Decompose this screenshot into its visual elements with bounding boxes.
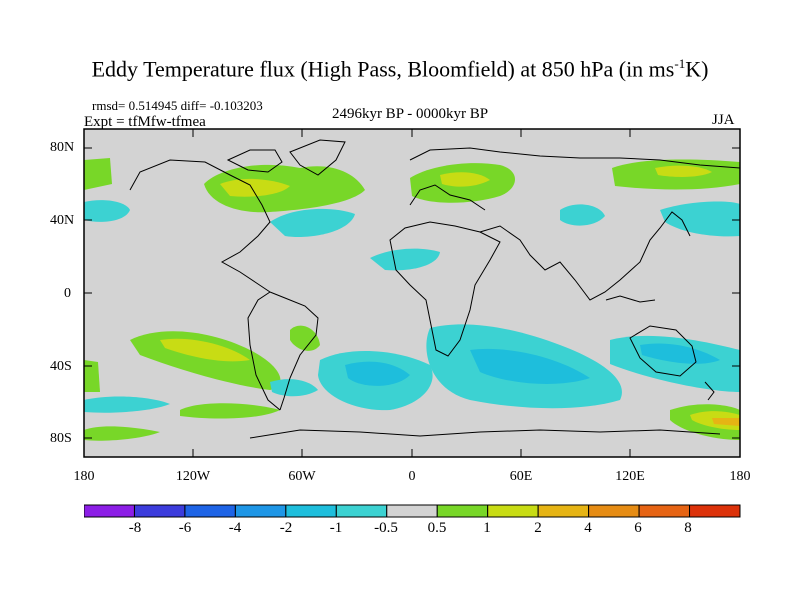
positive-field [220, 178, 290, 197]
negative-field [270, 208, 355, 238]
lat-label-40n: 40N [50, 213, 75, 228]
negative-field [84, 200, 130, 222]
colorbar-label: -4 [228, 520, 242, 536]
positive-field [160, 338, 250, 362]
colorbar-box [285, 504, 337, 518]
axis-ticks [84, 129, 740, 457]
colorbar-label: -2 [279, 520, 293, 536]
positive-field [84, 360, 100, 392]
lon-label-120e: 120E [615, 469, 645, 484]
rmsd-diff-text: rmsd= 0.514945 diff= -0.103203 [92, 98, 263, 113]
colorbar-label: -0.5 [374, 520, 398, 536]
colorbar-box [689, 504, 741, 518]
lon-label-60e: 60E [509, 469, 533, 484]
colorbar-label: 6 [634, 520, 642, 536]
colorbar-label: -6 [178, 520, 192, 536]
positive-field [84, 426, 160, 441]
colorbar-box [638, 504, 691, 518]
season-label: JJA [712, 112, 735, 128]
colorbar-label: 4 [584, 520, 592, 536]
lat-label-0: 0 [64, 286, 71, 301]
negative-field [370, 248, 440, 271]
colorbar-label: -1 [329, 520, 343, 536]
colorbar-box [335, 504, 388, 518]
positive-field [655, 165, 712, 177]
colorbar-label: 0.5 [427, 520, 447, 536]
colorbar-box [386, 504, 438, 518]
negative-field [470, 348, 590, 384]
positive-field [180, 403, 280, 419]
lon-label-0: 0 [408, 469, 416, 484]
colorbar-box [588, 504, 640, 518]
lon-label-180e: 180 [729, 469, 751, 484]
colorbar-box [234, 504, 287, 518]
colorbar-box [487, 504, 539, 518]
period-label: 2496kyr BP - 0000kyr BP [331, 106, 489, 122]
colorbar [84, 504, 741, 518]
lon-label-60w: 60W [288, 469, 316, 484]
negative-field [84, 396, 170, 413]
colorbar-box [537, 504, 590, 518]
plot-title: Eddy Temperature flux (High Pass, Bloomf… [91, 56, 709, 82]
colorbar-label: -8 [128, 520, 142, 536]
negative-field [660, 201, 740, 237]
colorbar-label: 8 [684, 520, 692, 536]
colorbar-box [436, 504, 489, 518]
colorbar-box [84, 504, 135, 518]
negative-field [345, 361, 410, 386]
positive-field [712, 418, 740, 426]
colorbar-label: 1 [483, 520, 491, 536]
coastlines [129, 139, 740, 439]
colorbar-box [184, 504, 236, 518]
negative-field [560, 204, 605, 226]
colorbar-box [133, 504, 186, 518]
lat-label-80n: 80N [50, 140, 75, 155]
positive-field [440, 172, 490, 187]
lon-label-120w: 120W [175, 469, 211, 484]
lat-label-40s: 40S [50, 359, 72, 374]
negative-field [270, 379, 318, 397]
negative-field [640, 343, 720, 364]
positive-field [290, 325, 320, 351]
positive-field [84, 158, 112, 190]
experiment-label: Expt = tfMfw-tfmea [84, 114, 206, 130]
lon-label-180w: 180 [73, 469, 95, 484]
colorbar-label: 2 [534, 520, 542, 536]
lat-label-80s: 80S [50, 431, 72, 446]
anomaly-fields [84, 158, 740, 441]
